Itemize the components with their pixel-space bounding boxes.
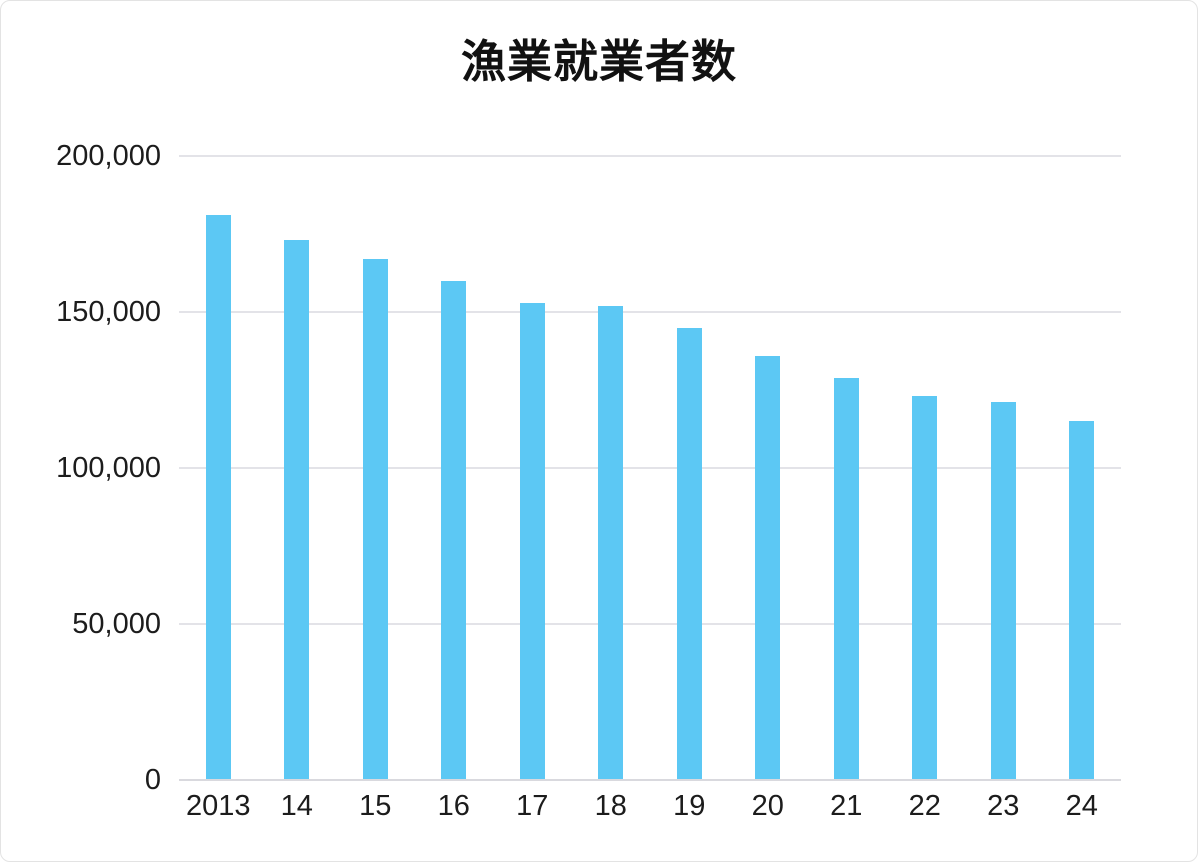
gridline-50000 <box>179 623 1121 625</box>
y-tick-label-200,000: 200,000 <box>56 140 161 172</box>
x-tick-label-21: 21 <box>830 790 863 822</box>
x-axis-line <box>179 779 1121 781</box>
bar-20 <box>755 355 781 780</box>
gridline-200000 <box>179 155 1121 157</box>
y-axis-labels: 0 50,000 100,000 150,000 200,000 <box>1 1 179 861</box>
gridline-100000 <box>179 467 1121 469</box>
bar-23 <box>990 402 1016 780</box>
bar-24 <box>1069 421 1095 780</box>
y-tick-label-50,000: 50,000 <box>72 608 161 640</box>
y-tick-label-150,000: 150,000 <box>56 296 161 328</box>
bar-16 <box>441 280 467 780</box>
gridline-150000 <box>179 311 1121 313</box>
x-tick-label-19: 19 <box>673 790 706 822</box>
x-tick-label-16: 16 <box>437 790 470 822</box>
x-tick-label-14: 14 <box>280 790 313 822</box>
bar-17 <box>519 302 545 780</box>
bar-14 <box>284 240 310 780</box>
bar-chart-plot-area <box>179 155 1121 780</box>
x-tick-label-23: 23 <box>987 790 1020 822</box>
bar-22 <box>912 396 938 780</box>
x-tick-label-2013: 2013 <box>185 790 251 822</box>
x-tick-label-17: 17 <box>516 790 549 822</box>
bar-18 <box>598 305 624 780</box>
y-tick-label-100,000: 100,000 <box>56 452 161 484</box>
x-tick-label-20: 20 <box>751 790 784 822</box>
bar-15 <box>362 258 388 780</box>
x-axis-labels: 2013 14 15 16 17 18 19 20 21 22 23 24 <box>179 791 1121 825</box>
x-tick-label-24: 24 <box>1065 790 1098 822</box>
x-tick-label-22: 22 <box>908 790 941 822</box>
bar-21 <box>833 377 859 780</box>
chart-title: 漁業就業者数 <box>460 36 737 87</box>
y-tick-label-0: 0 <box>144 764 161 796</box>
x-tick-label-18: 18 <box>594 790 627 822</box>
bar-2013 <box>205 215 231 780</box>
x-tick-label-15: 15 <box>359 790 392 822</box>
bar-19 <box>676 327 702 780</box>
